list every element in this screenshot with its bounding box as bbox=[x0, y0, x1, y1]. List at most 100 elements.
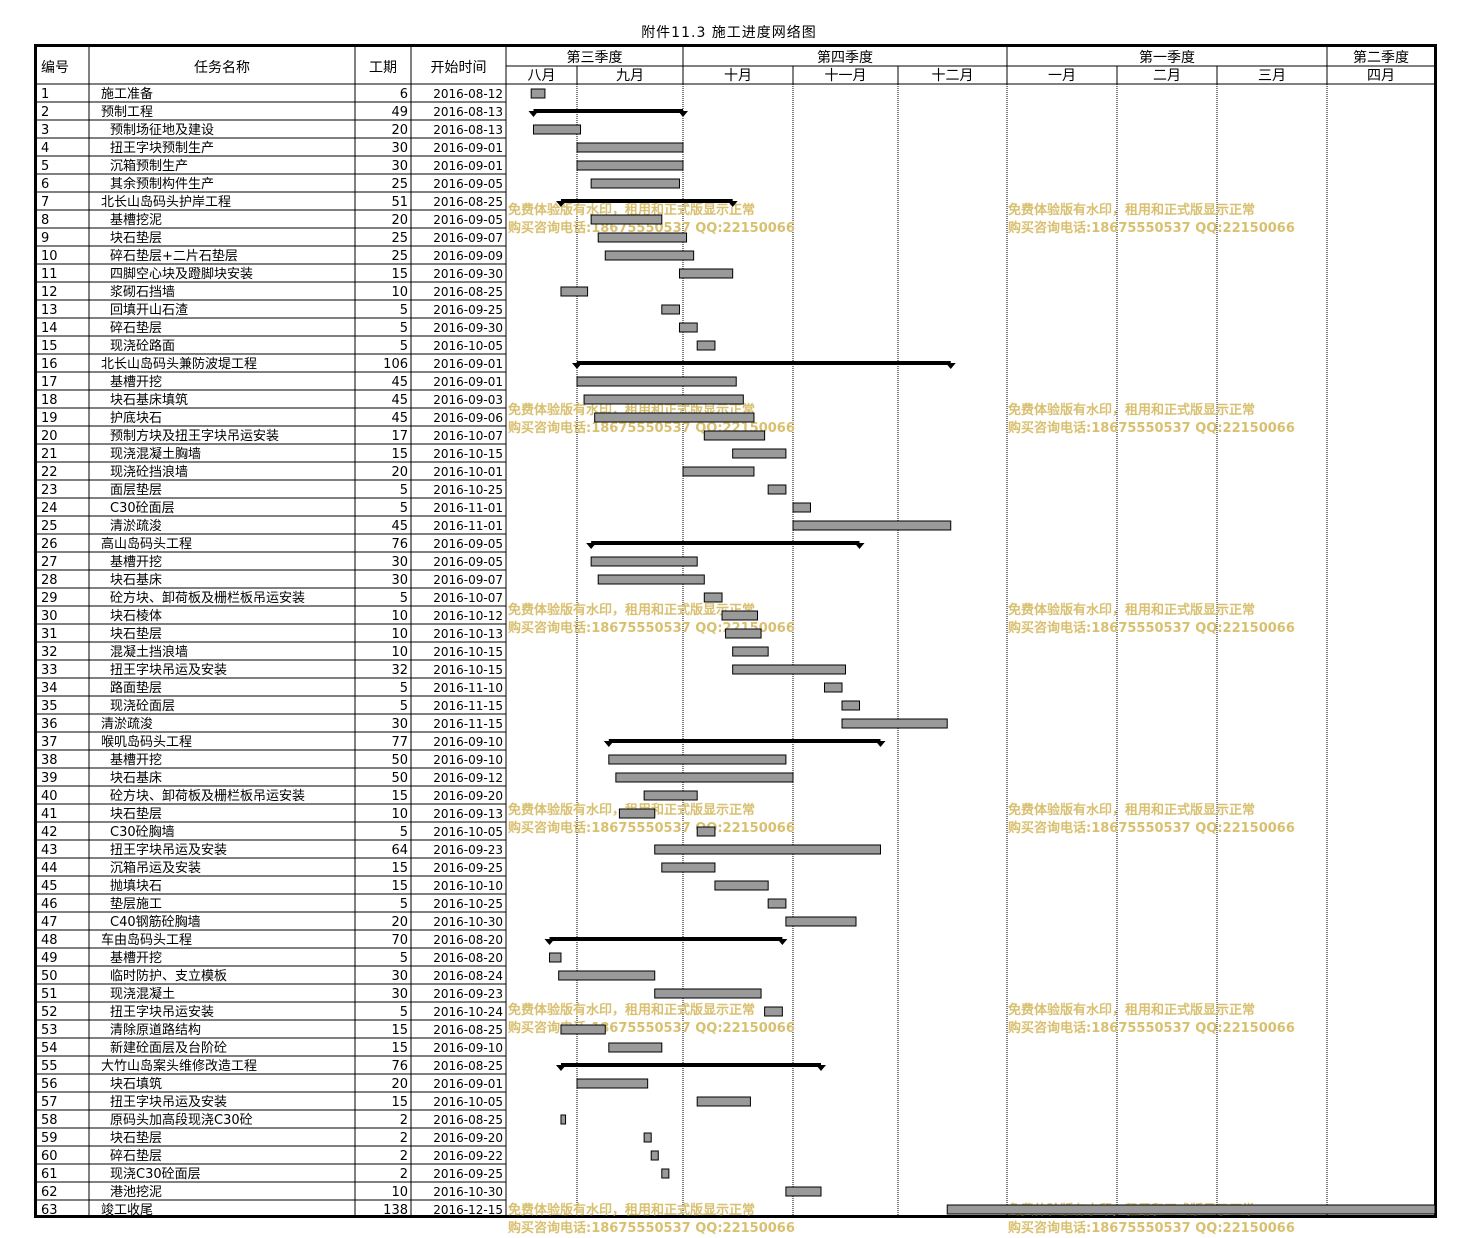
task-name: 回填开山石渣 bbox=[110, 303, 188, 318]
task-id: 29 bbox=[41, 591, 58, 606]
task-duration: 106 bbox=[383, 357, 408, 372]
task-id: 15 bbox=[41, 339, 58, 354]
task-id: 14 bbox=[41, 321, 58, 336]
task-id: 8 bbox=[41, 213, 49, 228]
task-duration: 30 bbox=[391, 159, 408, 174]
task-name: 其余预制构件生产 bbox=[110, 176, 214, 192]
month-label: 二月 bbox=[1153, 68, 1181, 84]
task-start: 2016-09-25 bbox=[433, 303, 503, 317]
task-duration: 5 bbox=[400, 303, 408, 318]
task-id: 12 bbox=[41, 285, 58, 300]
task-id: 3 bbox=[41, 123, 49, 138]
task-start: 2016-09-05 bbox=[433, 537, 503, 551]
task-name: 临时防护、支立模板 bbox=[110, 968, 227, 984]
summary-bar bbox=[608, 739, 881, 743]
task-start: 2016-09-01 bbox=[433, 141, 503, 155]
task-start: 2016-09-05 bbox=[433, 555, 503, 569]
summary-bar bbox=[560, 199, 733, 203]
task-bar bbox=[650, 1150, 659, 1161]
month-label: 十一月 bbox=[825, 68, 867, 84]
watermark-line2: 购买咨询电话:18675550537 QQ:22150066 bbox=[1008, 820, 1295, 836]
task-bar bbox=[764, 1006, 783, 1017]
task-name: 清除原道路结构 bbox=[110, 1022, 201, 1038]
task-start: 2016-09-05 bbox=[433, 213, 503, 227]
task-start: 2016-10-07 bbox=[433, 591, 503, 605]
summary-start-marker bbox=[555, 201, 566, 207]
month-label: 九月 bbox=[616, 68, 644, 84]
task-name: 块石基床填筑 bbox=[110, 392, 188, 408]
task-name: 现浇混凝土胸墙 bbox=[110, 446, 201, 462]
task-duration: 76 bbox=[391, 1059, 408, 1074]
task-duration: 50 bbox=[391, 753, 408, 768]
summary-start-marker bbox=[544, 939, 555, 945]
task-start: 2016-08-12 bbox=[433, 87, 503, 101]
task-id: 44 bbox=[41, 861, 58, 876]
task-duration: 2 bbox=[400, 1149, 408, 1164]
task-start: 2016-08-25 bbox=[433, 1059, 503, 1073]
summary-end-marker bbox=[678, 111, 688, 117]
task-name: 块石垫层 bbox=[110, 626, 162, 642]
task-name: 块石垫层 bbox=[110, 1130, 162, 1146]
task-name: 扭王字块预制生产 bbox=[110, 141, 214, 156]
task-duration: 10 bbox=[391, 627, 408, 642]
task-id: 55 bbox=[41, 1059, 58, 1074]
task-bar bbox=[654, 844, 881, 855]
task-id: 9 bbox=[41, 231, 49, 246]
task-duration: 45 bbox=[391, 411, 408, 426]
task-bar bbox=[590, 556, 698, 567]
task-name: 车由岛码头工程 bbox=[101, 932, 192, 948]
task-duration: 30 bbox=[391, 987, 408, 1002]
task-name: 基槽开挖 bbox=[110, 753, 162, 768]
summary-bar bbox=[560, 1063, 821, 1067]
task-duration: 6 bbox=[400, 87, 408, 102]
task-bar bbox=[608, 1042, 663, 1053]
task-duration: 30 bbox=[391, 555, 408, 570]
task-duration: 20 bbox=[391, 465, 408, 480]
task-start: 2016-10-30 bbox=[433, 915, 503, 929]
task-bar bbox=[597, 574, 705, 585]
task-start: 2016-11-01 bbox=[433, 501, 503, 515]
task-bar bbox=[654, 988, 762, 999]
task-bar bbox=[714, 880, 769, 891]
task-start: 2016-09-06 bbox=[433, 411, 503, 425]
chart-frame bbox=[34, 44, 1437, 1218]
task-duration: 20 bbox=[391, 213, 408, 228]
task-bar bbox=[560, 286, 589, 297]
task-bar bbox=[560, 1114, 567, 1125]
task-bar bbox=[576, 160, 684, 171]
task-bar bbox=[618, 808, 656, 819]
task-start: 2016-08-25 bbox=[433, 195, 503, 209]
task-start: 2016-09-20 bbox=[433, 1131, 503, 1145]
watermark-line2: 购买咨询电话:18675550537 QQ:22150066 bbox=[1008, 220, 1295, 236]
task-name: 现浇C30砼面层 bbox=[110, 1167, 201, 1182]
task-name: 基槽挖泥 bbox=[110, 213, 162, 228]
task-duration: 15 bbox=[391, 861, 408, 876]
task-duration: 15 bbox=[391, 879, 408, 894]
month-label: 八月 bbox=[528, 68, 556, 84]
task-name: 块石基床 bbox=[110, 771, 162, 786]
task-id: 54 bbox=[41, 1041, 58, 1056]
task-start: 2016-10-25 bbox=[433, 483, 503, 497]
task-start: 2016-09-13 bbox=[433, 807, 503, 821]
task-start: 2016-11-10 bbox=[433, 681, 503, 695]
task-duration: 10 bbox=[391, 645, 408, 660]
task-id: 1 bbox=[41, 87, 49, 102]
task-id: 22 bbox=[41, 465, 58, 480]
task-start: 2016-10-15 bbox=[433, 645, 503, 659]
task-duration: 50 bbox=[391, 771, 408, 786]
task-id: 59 bbox=[41, 1131, 58, 1146]
task-id: 56 bbox=[41, 1077, 58, 1092]
task-start: 2016-09-23 bbox=[433, 987, 503, 1001]
task-duration: 2 bbox=[400, 1167, 408, 1182]
summary-start-marker bbox=[528, 111, 539, 117]
task-bar bbox=[703, 430, 766, 441]
task-bar bbox=[597, 232, 688, 243]
task-bar bbox=[725, 628, 762, 639]
task-bar bbox=[590, 214, 663, 225]
task-duration: 32 bbox=[391, 663, 408, 678]
task-id: 38 bbox=[41, 753, 58, 768]
task-start: 2016-10-24 bbox=[433, 1005, 503, 1019]
task-id: 53 bbox=[41, 1023, 58, 1038]
task-start: 2016-10-13 bbox=[433, 627, 503, 641]
